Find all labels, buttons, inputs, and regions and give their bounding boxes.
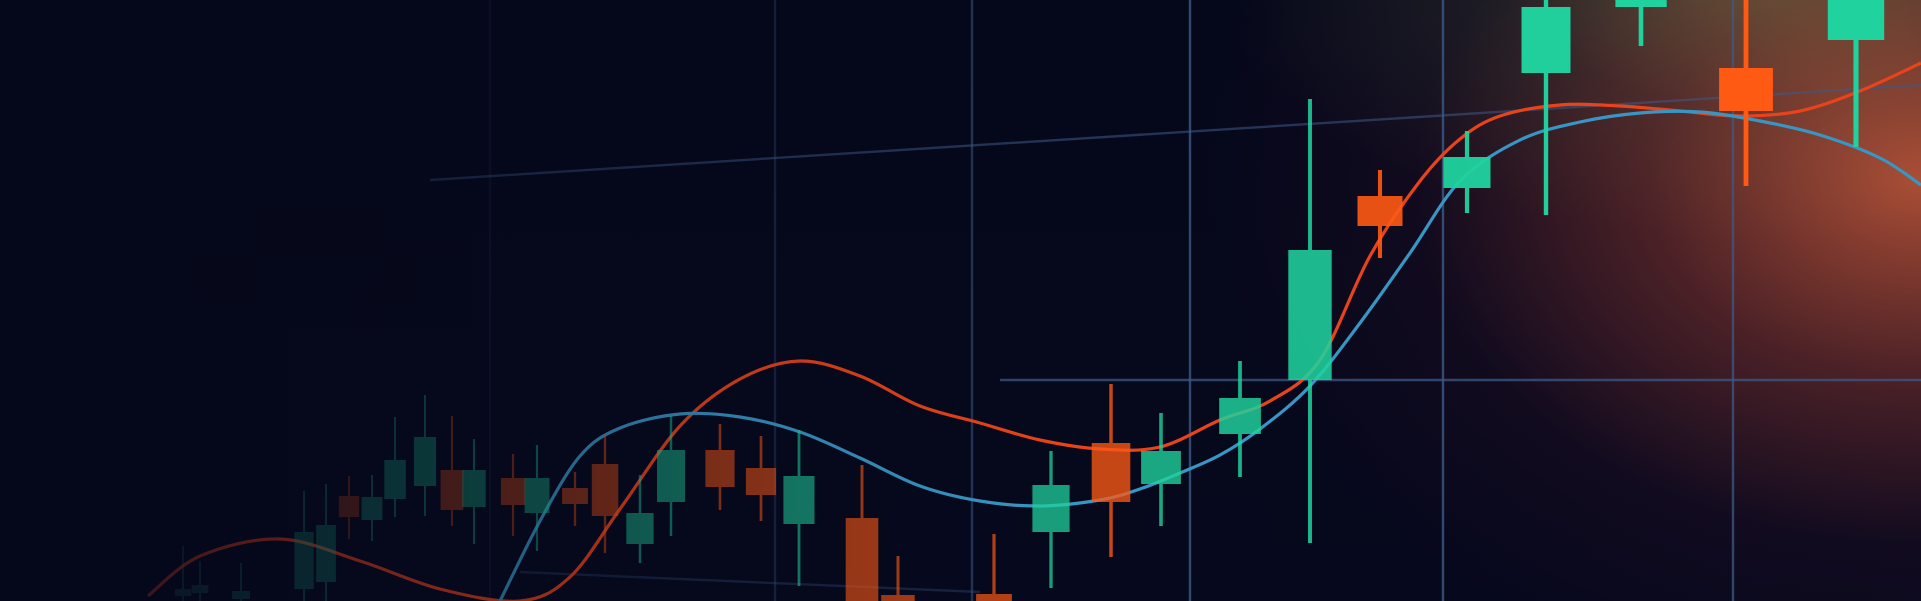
chart-stage <box>0 0 1921 601</box>
left-fade-overlay <box>0 0 1921 601</box>
candlestick-chart <box>0 0 1921 601</box>
